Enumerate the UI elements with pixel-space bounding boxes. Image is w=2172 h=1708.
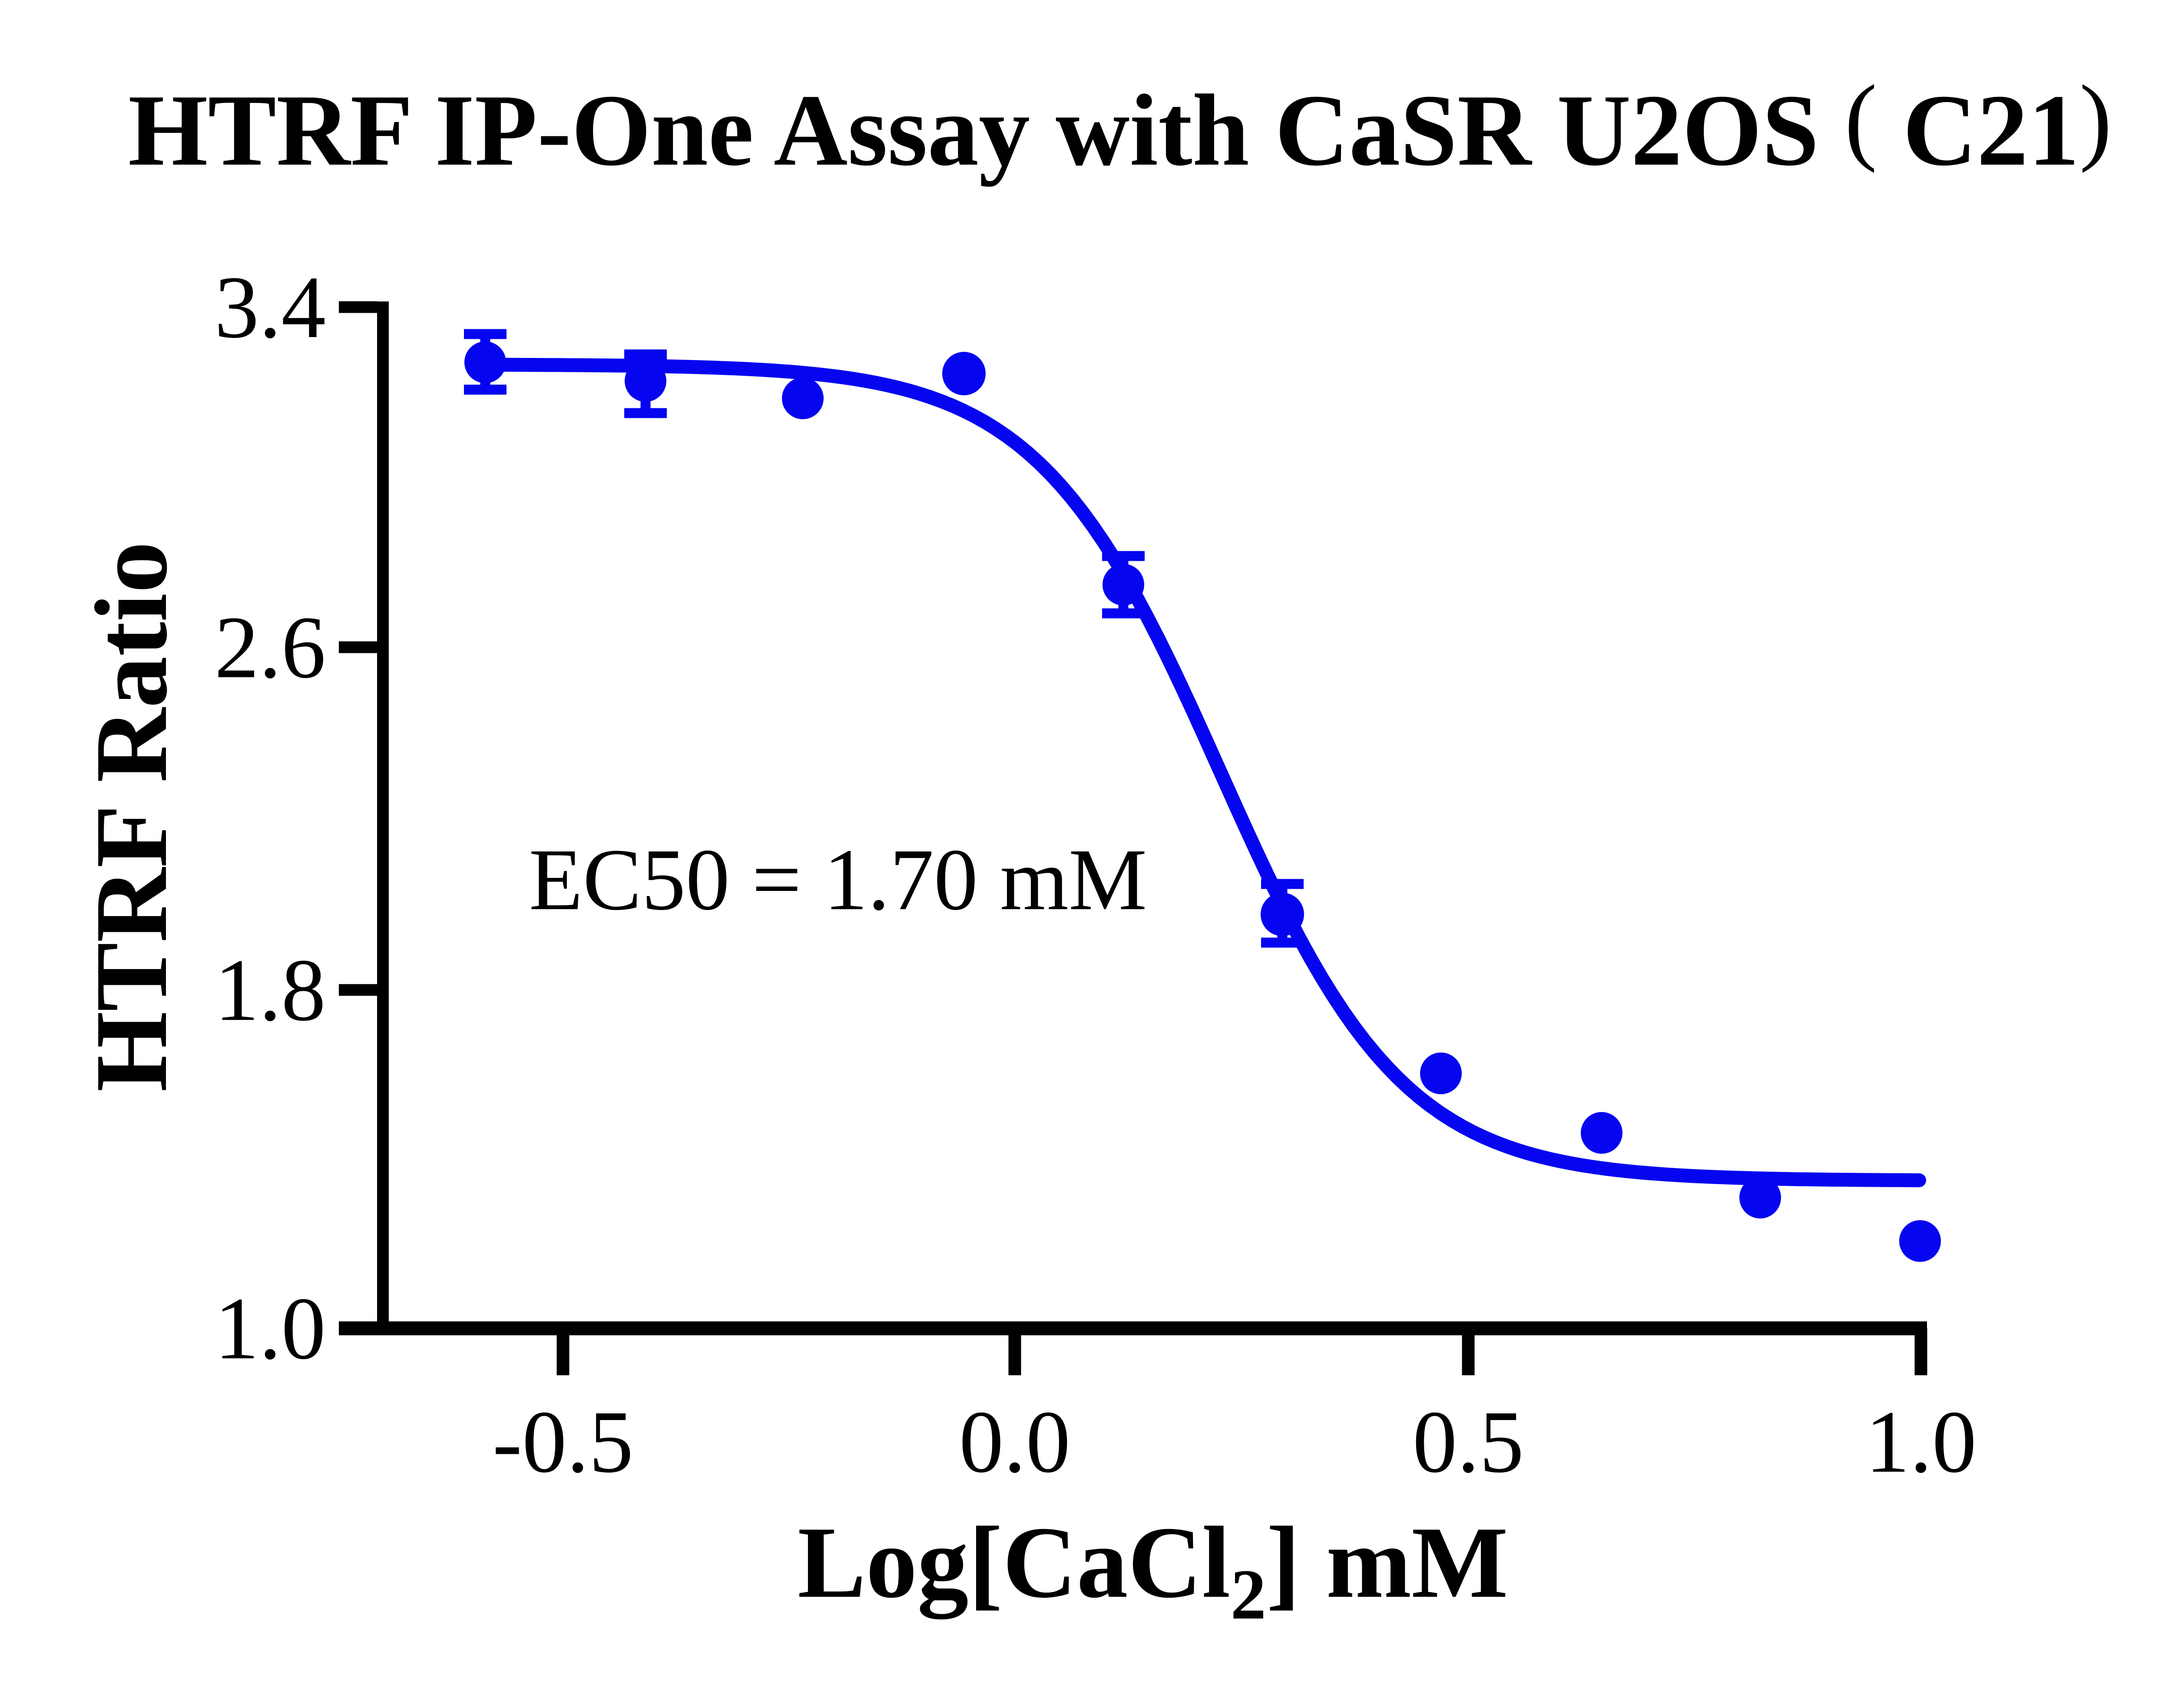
svg-text:HTRF Ratio: HTRF Ratio xyxy=(74,541,189,1092)
svg-text:1.0: 1.0 xyxy=(1865,1393,1977,1491)
svg-text:2.6: 2.6 xyxy=(215,598,326,697)
svg-text:EC50 = 1.70 mM: EC50 = 1.70 mM xyxy=(529,831,1147,928)
svg-text:1.8: 1.8 xyxy=(215,941,326,1039)
svg-text:HTRF IP-One Assay with CaSR U2: HTRF IP-One Assay with CaSR U2OS ( C21) xyxy=(128,65,2112,187)
svg-text:0.5: 0.5 xyxy=(1413,1393,1524,1491)
svg-text:3.4: 3.4 xyxy=(215,258,326,357)
svg-text:0.0: 0.0 xyxy=(959,1393,1070,1491)
svg-text:1.0: 1.0 xyxy=(215,1279,326,1378)
svg-text:-0.5: -0.5 xyxy=(493,1393,634,1491)
svg-text:Log[CaCl2] mM: Log[CaCl2] mM xyxy=(798,1506,1508,1634)
